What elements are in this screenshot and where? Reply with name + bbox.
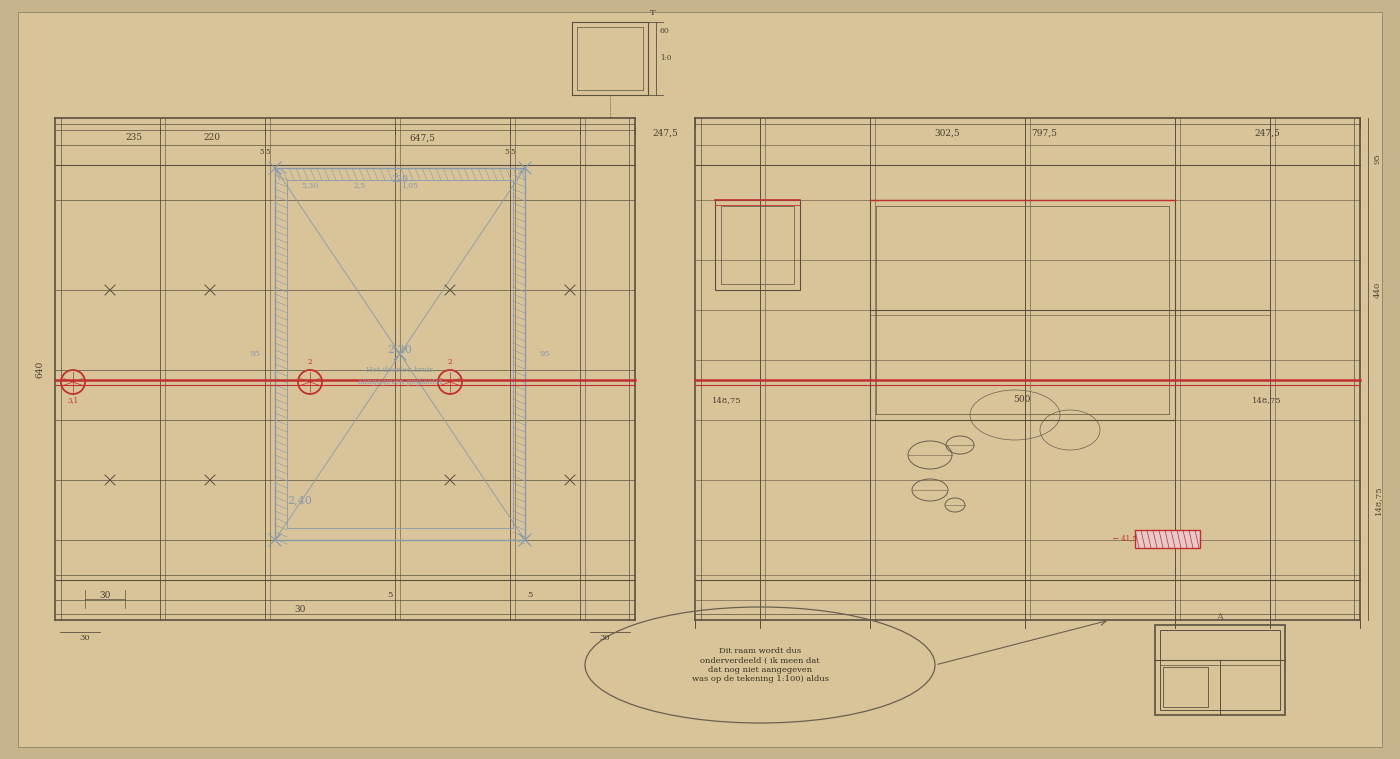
Text: A: A [1217, 613, 1224, 622]
Bar [1161, 630, 1280, 710]
Text: 647,5: 647,5 [409, 134, 435, 143]
Text: 95: 95 [539, 350, 550, 358]
Text: 148,75: 148,75 [713, 396, 742, 404]
Text: 220: 220 [392, 175, 409, 184]
Text: Dit raam wordt dus
onderverdeeld ( ik meen dat
dat nog niet aangegeven
was op de: Dit raam wordt dus onderverdeeld ( ik me… [692, 647, 829, 683]
Text: 440: 440 [1373, 282, 1382, 298]
Bar [1163, 667, 1208, 707]
Text: Het doorleu kruis: Het doorleu kruis [367, 366, 434, 374]
Bar [1155, 625, 1285, 715]
Bar [715, 200, 799, 290]
Text: 640: 640 [35, 361, 45, 378]
Text: 1,05: 1,05 [402, 181, 419, 189]
Text: 30: 30 [80, 634, 91, 642]
Text: 30: 30 [294, 606, 305, 615]
Text: 5: 5 [505, 148, 510, 156]
Text: aangegeven geplaatst: aangegeven geplaatst [358, 378, 442, 386]
Text: 148,75: 148,75 [1373, 485, 1382, 515]
Text: 95: 95 [249, 350, 260, 358]
Text: 247,5: 247,5 [652, 128, 678, 137]
Text: 5: 5 [511, 148, 515, 156]
Text: ← 41,5: ← 41,5 [1113, 534, 1137, 542]
Text: 2: 2 [308, 358, 312, 366]
Text: 797,5: 797,5 [1030, 128, 1057, 137]
Text: 5: 5 [528, 591, 532, 599]
Text: 247,5: 247,5 [1254, 128, 1280, 137]
Text: 2,40: 2,40 [287, 495, 312, 505]
Text: 5: 5 [266, 148, 270, 156]
Text: 302,5: 302,5 [934, 128, 960, 137]
Text: 95: 95 [1373, 153, 1382, 165]
Text: 5,30: 5,30 [301, 181, 319, 189]
Text: 2.20: 2.20 [388, 345, 413, 355]
Text: 2: 2 [448, 358, 452, 366]
Text: T: T [650, 9, 655, 17]
Text: 5: 5 [260, 148, 265, 156]
Text: 3,1: 3,1 [67, 396, 78, 404]
Text: 500: 500 [1014, 395, 1030, 405]
Text: 5: 5 [388, 591, 392, 599]
Text: 235: 235 [126, 134, 143, 143]
Text: 30: 30 [99, 591, 111, 600]
Text: 148,75: 148,75 [1252, 396, 1282, 404]
Bar [721, 206, 794, 284]
Bar [1135, 530, 1200, 548]
Text: 30: 30 [599, 634, 610, 642]
Text: 220: 220 [203, 134, 221, 143]
Text: 2,5: 2,5 [354, 181, 365, 189]
Text: 60: 60 [659, 27, 669, 35]
Text: 1:0: 1:0 [659, 55, 672, 62]
